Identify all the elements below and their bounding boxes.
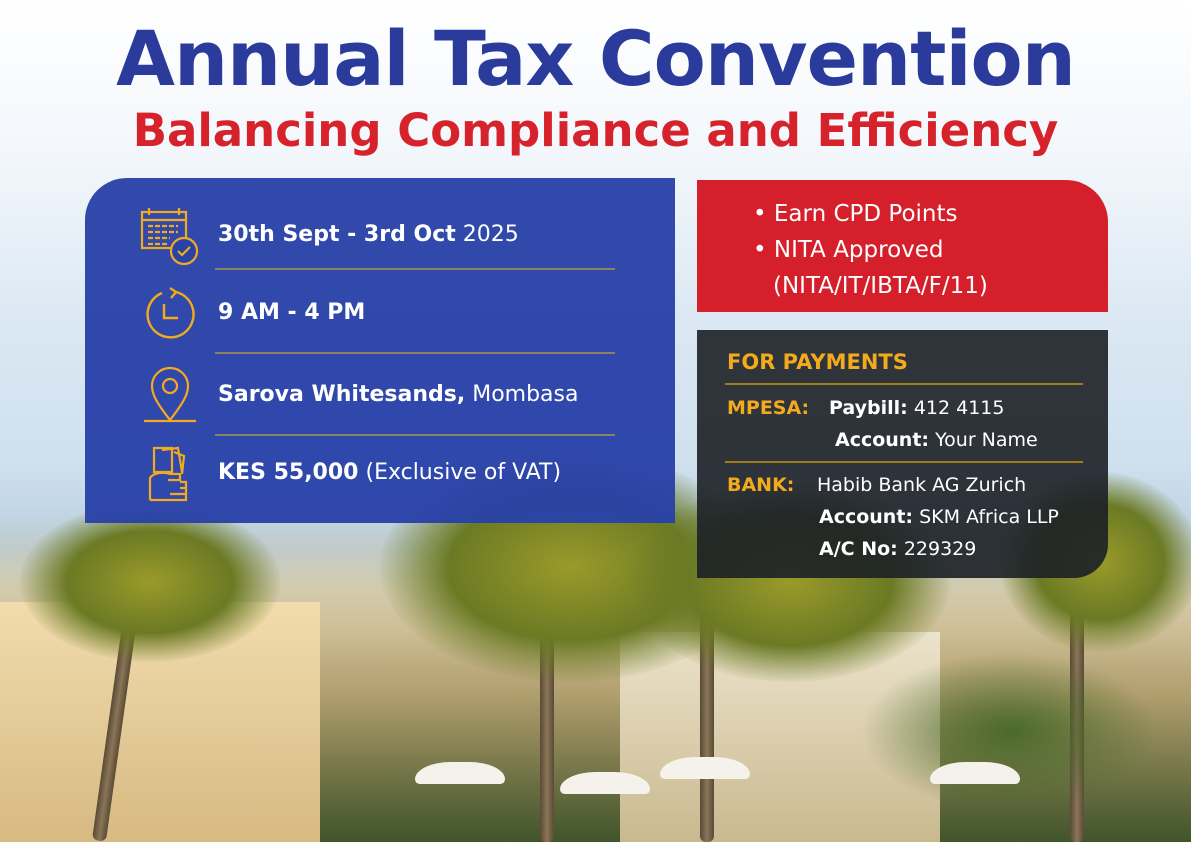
bank-account-value: SKM Africa LLP (919, 506, 1059, 528)
bank-account-key: Account: (819, 506, 914, 528)
divider (725, 383, 1083, 385)
nita-code: (NITA/IT/IBTA/F/11) (773, 273, 988, 299)
calendar-check-icon (140, 208, 199, 266)
venue-row: Sarova Whitesands, Mombasa (85, 364, 675, 444)
date-range: 30th Sept - 3rd Oct (218, 222, 456, 247)
cash-in-hand-icon (148, 446, 188, 502)
divider (215, 434, 615, 436)
paybill-number: 412 4115 (913, 397, 1005, 419)
mpesa-label: MPESA: (727, 397, 810, 419)
divider (725, 461, 1083, 463)
divider (215, 352, 615, 354)
location-pin-icon (144, 366, 196, 423)
event-subtitle: Balancing Compliance and Efficiency (132, 104, 1059, 157)
price-row: KES 55,000 (Exclusive of VAT) (85, 444, 675, 524)
bank-name: Habib Bank AG Zurich (817, 474, 1027, 496)
paybill-key: Paybill: (829, 397, 908, 419)
venue-city: Mombasa (472, 382, 579, 407)
event-title: Annual Tax Convention (116, 14, 1076, 103)
bank-label: BANK: (727, 474, 795, 496)
account-number-value: 229329 (903, 538, 977, 560)
price-note: (Exclusive of VAT) (365, 460, 562, 485)
venue-name: Sarova Whitesands, (218, 382, 466, 407)
time-range: 9 AM - 4 PM (218, 300, 366, 325)
date-year: 2025 (462, 222, 519, 247)
benefits-panel: • Earn CPD Points • NITA Approved (NITA/… (697, 180, 1108, 312)
divider (215, 268, 615, 270)
payments-panel: FOR PAYMENTS MPESA: Paybill: 412 4115 Ac… (697, 330, 1108, 578)
clock-icon (146, 287, 195, 339)
account-number-key: A/C No: (819, 538, 898, 560)
date-row: 30th Sept - 3rd Oct 2025 (85, 206, 675, 286)
price: KES 55,000 (218, 460, 359, 485)
time-row: 9 AM - 4 PM (85, 284, 675, 364)
payments-heading: FOR PAYMENTS (727, 350, 908, 374)
event-details-panel: 30th Sept - 3rd Oct 2025 9 AM - 4 PM Sar… (85, 178, 675, 523)
benefit-item: • NITA Approved (753, 237, 944, 263)
mpesa-account-key: Account: (835, 429, 930, 451)
benefit-item: • Earn CPD Points (753, 201, 958, 227)
mpesa-account-value: Your Name (935, 429, 1038, 451)
